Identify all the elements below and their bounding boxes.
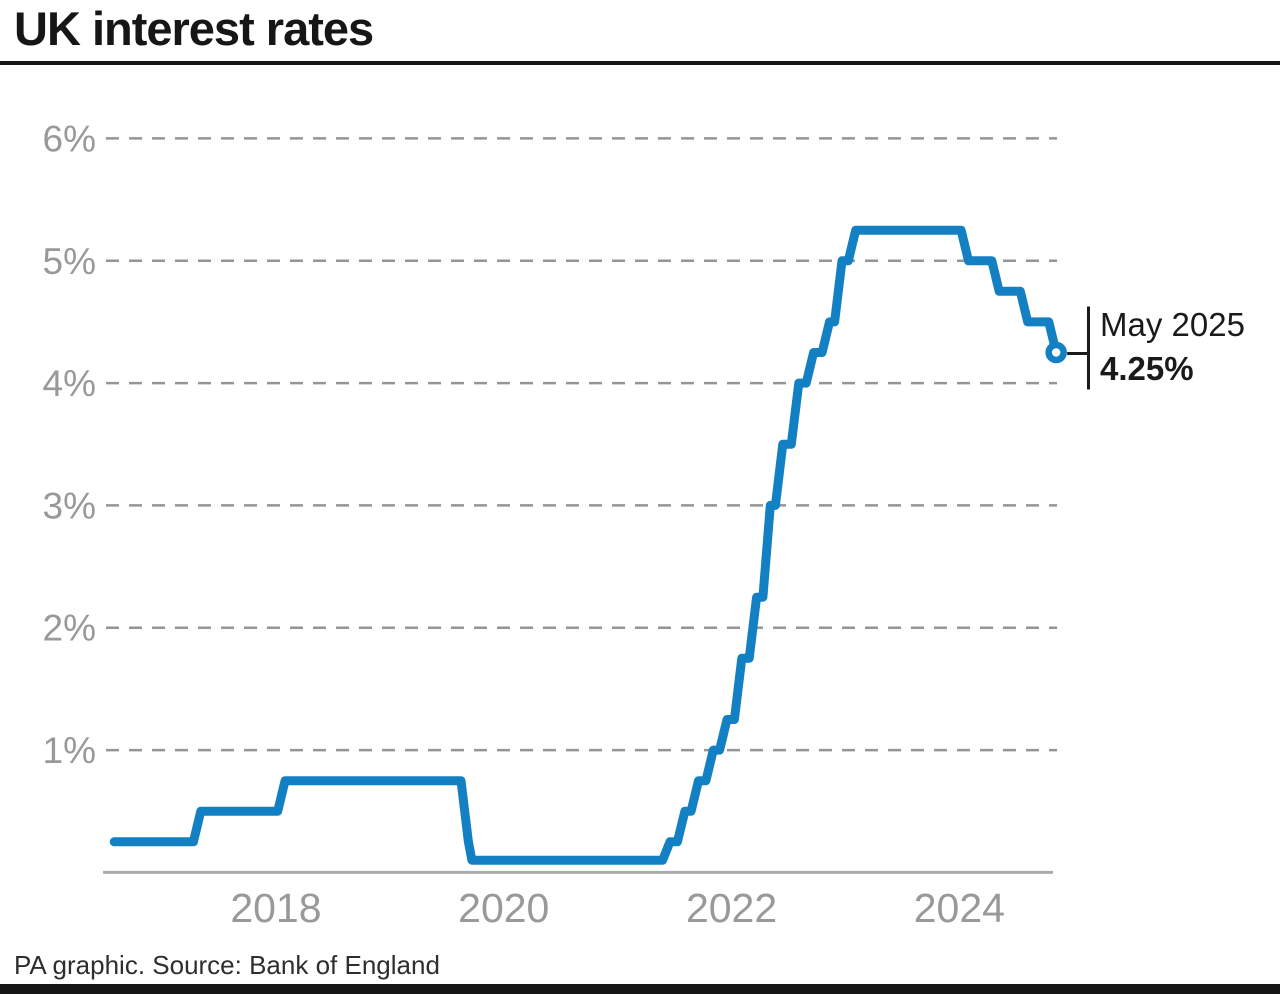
y-axis-label-4%: 4% xyxy=(43,363,96,404)
y-axis-label-2%: 2% xyxy=(43,608,96,649)
annotation-date: May 2025 xyxy=(1100,306,1245,343)
y-axis-label-3%: 3% xyxy=(43,485,96,526)
page-title: UK interest rates xyxy=(14,2,374,55)
latest-point-marker xyxy=(1045,341,1067,364)
y-axis-label-6%: 6% xyxy=(43,118,96,159)
x-axis-label-2022: 2022 xyxy=(686,885,777,931)
source-credit: PA graphic. Source: Bank of England xyxy=(14,950,440,980)
annotation-value: 4.25% xyxy=(1100,350,1194,387)
x-axis-label-2020: 2020 xyxy=(458,885,549,931)
y-axis-label-1%: 1% xyxy=(43,730,96,771)
title-rule xyxy=(0,61,1280,65)
bottom-bar xyxy=(0,984,1280,994)
x-axis-label-2024: 2024 xyxy=(914,885,1005,931)
latest-rate-annotation: May 2025 4.25% xyxy=(1100,303,1245,391)
rate-line xyxy=(109,225,1061,865)
y-axis-label-5%: 5% xyxy=(43,241,96,282)
x-axis-label-2018: 2018 xyxy=(230,885,321,931)
